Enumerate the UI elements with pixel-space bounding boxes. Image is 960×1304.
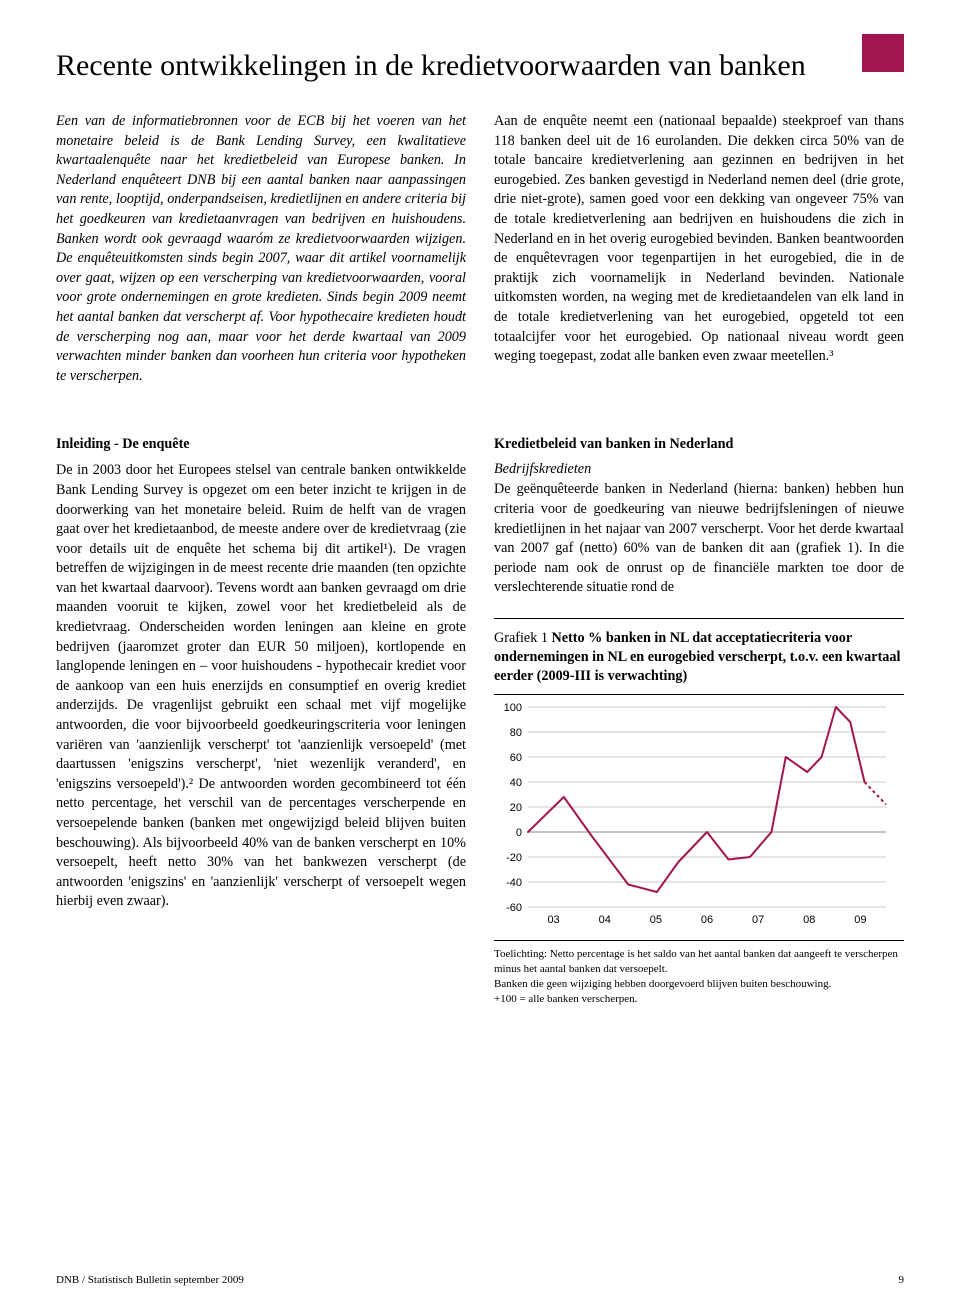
col-left-upper: Een van de informatiebronnen voor de ECB… bbox=[56, 112, 466, 404]
chart-title-prefix: Grafiek 1 bbox=[494, 630, 552, 646]
svg-text:04: 04 bbox=[599, 914, 611, 926]
chart-title: Grafiek 1 Netto % banken in NL dat accep… bbox=[494, 629, 904, 687]
section-left-body: De in 2003 door het Europees stelsel van… bbox=[56, 461, 466, 912]
col-left-lower: Inleiding - De enquête De in 2003 door h… bbox=[56, 418, 466, 1017]
footer-left-sc: DNB bbox=[56, 1274, 79, 1286]
intro-paragraph: Een van de informatiebronnen voor de ECB… bbox=[56, 112, 466, 386]
svg-text:0: 0 bbox=[516, 827, 522, 839]
page-title: Recente ontwikkelingen in de kredietvoor… bbox=[56, 48, 816, 84]
line-chart: 100 80 60 40 20 0 -20 -40 -60 03 04 05 06 07 08 09 bbox=[494, 699, 894, 929]
chart-svg-wrap: 100 80 60 40 20 0 -20 -40 -60 03 04 05 06 07 08 09 bbox=[494, 699, 904, 934]
footer-page-number: 9 bbox=[899, 1274, 905, 1286]
chart-note: Toelichting: Netto percentage is het sal… bbox=[494, 947, 904, 1006]
svg-text:07: 07 bbox=[752, 914, 764, 926]
chart-rule-top bbox=[494, 694, 904, 695]
section-right-head: Kredietbeleid van banken in Nederland bbox=[494, 436, 904, 453]
footer-left-rest: / Statistisch Bulletin september 2009 bbox=[79, 1274, 244, 1286]
svg-text:05: 05 bbox=[650, 914, 662, 926]
col-right-upper: Aan de enquête neemt een (nationaal bepa… bbox=[494, 112, 904, 404]
accent-bar bbox=[862, 34, 904, 72]
svg-text:09: 09 bbox=[854, 914, 866, 926]
footer-left: DNB / Statistisch Bulletin september 200… bbox=[56, 1274, 244, 1286]
chart-rule-bottom bbox=[494, 940, 904, 941]
upper-columns: Een van de informatiebronnen voor de ECB… bbox=[56, 112, 904, 404]
svg-text:-60: -60 bbox=[506, 902, 522, 914]
lower-columns: Inleiding - De enquête De in 2003 door h… bbox=[56, 418, 904, 1017]
svg-text:03: 03 bbox=[547, 914, 559, 926]
svg-text:-20: -20 bbox=[506, 852, 522, 864]
svg-text:20: 20 bbox=[510, 802, 522, 814]
svg-text:-40: -40 bbox=[506, 877, 522, 889]
svg-text:100: 100 bbox=[504, 702, 522, 714]
chart-block: Grafiek 1 Netto % banken in NL dat accep… bbox=[494, 618, 904, 1007]
section-right-subhead: Bedrijfskredieten bbox=[494, 461, 904, 478]
svg-text:08: 08 bbox=[803, 914, 815, 926]
svg-text:60: 60 bbox=[510, 752, 522, 764]
right-top-paragraph: Aan de enquête neemt een (nationaal bepa… bbox=[494, 112, 904, 367]
svg-text:80: 80 bbox=[510, 727, 522, 739]
page-footer: DNB / Statistisch Bulletin september 200… bbox=[56, 1274, 904, 1286]
chart-title-bold: Netto % banken in NL dat acceptatiecrite… bbox=[494, 630, 900, 684]
svg-text:06: 06 bbox=[701, 914, 713, 926]
svg-text:40: 40 bbox=[510, 777, 522, 789]
col-right-lower: Kredietbeleid van banken in Nederland Be… bbox=[494, 418, 904, 1017]
section-left-head: Inleiding - De enquête bbox=[56, 436, 466, 453]
section-right-body: De geënquêteerde banken in Nederland (hi… bbox=[494, 480, 904, 598]
